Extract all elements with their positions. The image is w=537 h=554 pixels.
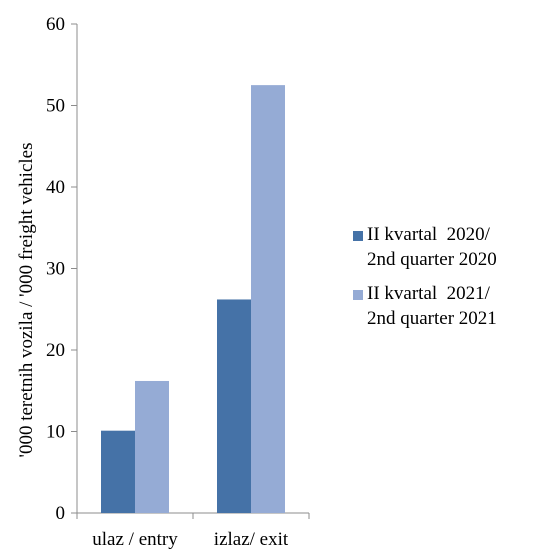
- y-tick-label: 0: [56, 503, 66, 524]
- x-axis-labels: ulaz / entry izlaz/ exit: [92, 529, 289, 550]
- y-tick-label: 20: [46, 340, 65, 361]
- x-tick-label: izlaz/ exit: [214, 529, 289, 550]
- legend-label-2021: II kvartal 2021/ 2nd quarter 2021: [367, 283, 497, 329]
- bar-2020-1: [217, 299, 251, 513]
- y-tick-label: 60: [46, 14, 65, 35]
- bars: [101, 85, 285, 513]
- bar-2021-1: [251, 85, 285, 513]
- y-tick-label: 40: [46, 177, 65, 198]
- legend: II kvartal 2020/ 2nd quarter 2020 II kva…: [353, 222, 537, 340]
- legend-swatch-2020: [353, 231, 363, 241]
- legend-swatch-2021: [353, 290, 363, 300]
- y-tick-label: 10: [46, 422, 65, 443]
- y-axis-title: '000 teretnih vozila / '000 freight vehi…: [16, 143, 37, 458]
- bar-2020-0: [101, 430, 135, 513]
- y-tick-label: 30: [46, 259, 65, 280]
- legend-label-2020: II kvartal 2020/ 2nd quarter 2020: [367, 224, 497, 270]
- x-tick-label: ulaz / entry: [92, 529, 178, 550]
- legend-item-2021: II kvartal 2021/ 2nd quarter 2021: [353, 281, 537, 331]
- y-axis-ticks: 0 10 20 30 40 50 60: [46, 14, 310, 524]
- bar-2021-0: [135, 380, 169, 513]
- y-tick-label: 50: [46, 96, 65, 117]
- legend-item-2020: II kvartal 2020/ 2nd quarter 2020: [353, 222, 537, 272]
